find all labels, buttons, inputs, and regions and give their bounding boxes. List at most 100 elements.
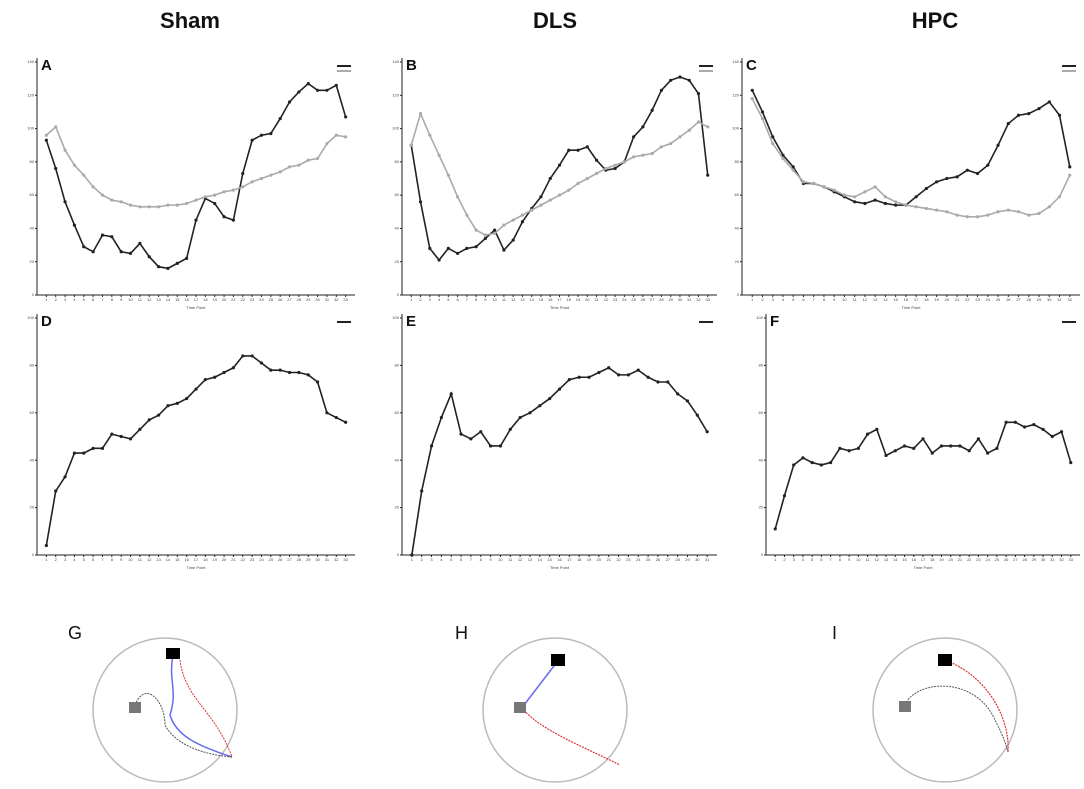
x-tick-label: 33	[1069, 557, 1074, 562]
data-point	[315, 88, 320, 92]
column-header: DLS	[533, 8, 577, 33]
y-tick-label: 20	[759, 505, 764, 510]
data-point	[82, 451, 86, 455]
data-point	[1068, 165, 1072, 169]
x-tick-label: 30	[678, 297, 683, 302]
data-point	[241, 354, 245, 358]
data-point	[914, 195, 918, 199]
data-point	[965, 215, 969, 219]
data-point	[222, 190, 226, 194]
y-tick-label: 0	[761, 552, 764, 557]
data-point	[939, 444, 944, 448]
x-tick-label: 11	[853, 297, 858, 302]
x-tick-label: 13	[520, 297, 525, 302]
data-point	[518, 415, 522, 420]
x-tick-label: 30	[1047, 297, 1052, 302]
data-point	[418, 200, 423, 204]
data-point	[428, 133, 432, 137]
x-tick-label: 21	[231, 297, 236, 302]
data-point	[539, 195, 543, 199]
x-tick-label: 3	[64, 297, 67, 302]
trajectory-panel: H	[455, 623, 628, 783]
x-tick-label: 18	[203, 297, 208, 302]
x-tick-label: 19	[212, 557, 217, 562]
data-point	[110, 235, 114, 239]
x-tick-label: 1	[411, 557, 414, 562]
data-point	[801, 456, 805, 460]
data-point	[213, 193, 217, 197]
y-tick-label: 20	[30, 259, 35, 264]
x-tick-label: 20	[585, 297, 590, 302]
data-point	[82, 245, 86, 249]
x-tick-label: 31	[687, 297, 692, 302]
x-tick-label: 29	[685, 557, 690, 562]
x-tick-label: 24	[985, 557, 990, 562]
panel-label: G	[68, 623, 82, 643]
data-point	[1068, 173, 1072, 177]
data-point	[269, 173, 273, 177]
data-point	[646, 375, 650, 379]
x-tick-label: 33	[706, 297, 711, 302]
data-point	[91, 250, 95, 254]
x-tick-label: 18	[203, 557, 208, 562]
x-tick-label: 17	[567, 557, 572, 562]
x-tick-label: 2	[421, 557, 424, 562]
x-tick-label: 28	[659, 297, 664, 302]
y-tick-label: 140	[392, 59, 399, 64]
data-point	[203, 378, 207, 382]
x-tick-label: 30	[315, 297, 320, 302]
data-point	[439, 415, 443, 420]
data-point	[138, 427, 142, 431]
data-point	[488, 444, 493, 448]
data-point	[241, 171, 245, 176]
x-tick-label: 12	[875, 557, 880, 562]
data-point	[801, 180, 806, 184]
panel-label: I	[832, 623, 837, 643]
data-point	[548, 396, 552, 401]
data-point	[1013, 420, 1017, 424]
data-point	[1022, 425, 1027, 429]
x-tick-label: 20	[597, 557, 602, 562]
data-point	[585, 176, 589, 181]
x-tick-label: 23	[975, 297, 980, 302]
x-tick-label: 21	[231, 557, 236, 562]
x-tick-label: 31	[705, 557, 710, 562]
data-point	[771, 141, 775, 146]
data-point	[838, 446, 842, 450]
data-point	[781, 156, 785, 161]
y-tick-label: 40	[759, 457, 764, 462]
data-point	[1069, 460, 1073, 465]
data-point	[483, 233, 487, 237]
data-point	[269, 368, 273, 372]
x-tick-label: 29	[668, 297, 673, 302]
data-point	[557, 193, 562, 197]
data-point	[1037, 107, 1041, 111]
x-tick-label: 26	[278, 297, 283, 302]
y-tick-label: 40	[395, 457, 400, 462]
data-point	[128, 437, 133, 441]
data-point	[829, 460, 833, 465]
panel-label: H	[455, 623, 468, 643]
data-point	[914, 205, 918, 209]
x-tick-label: 13	[873, 297, 878, 302]
x-tick-label: 18	[567, 297, 572, 302]
data-point	[585, 145, 589, 149]
data-point	[72, 163, 77, 167]
data-point	[1027, 213, 1031, 217]
x-tick-label: 12	[863, 297, 868, 302]
x-tick-label: 26	[1004, 557, 1009, 562]
x-tick-label: 32	[334, 297, 339, 302]
x-tick-label: 17	[914, 297, 919, 302]
y-tick-label: 80	[735, 159, 740, 164]
x-axis-label: Time Point	[550, 565, 570, 570]
x-tick-label: 32	[696, 297, 701, 302]
x-tick-label: 9	[120, 297, 123, 302]
data-point	[194, 198, 198, 202]
x-tick-label: 3	[793, 557, 796, 562]
data-point	[185, 201, 189, 206]
x-tick-label: 25	[631, 297, 636, 302]
data-point	[325, 141, 329, 146]
y-tick-label: 100	[392, 315, 399, 320]
data-point	[567, 378, 571, 382]
